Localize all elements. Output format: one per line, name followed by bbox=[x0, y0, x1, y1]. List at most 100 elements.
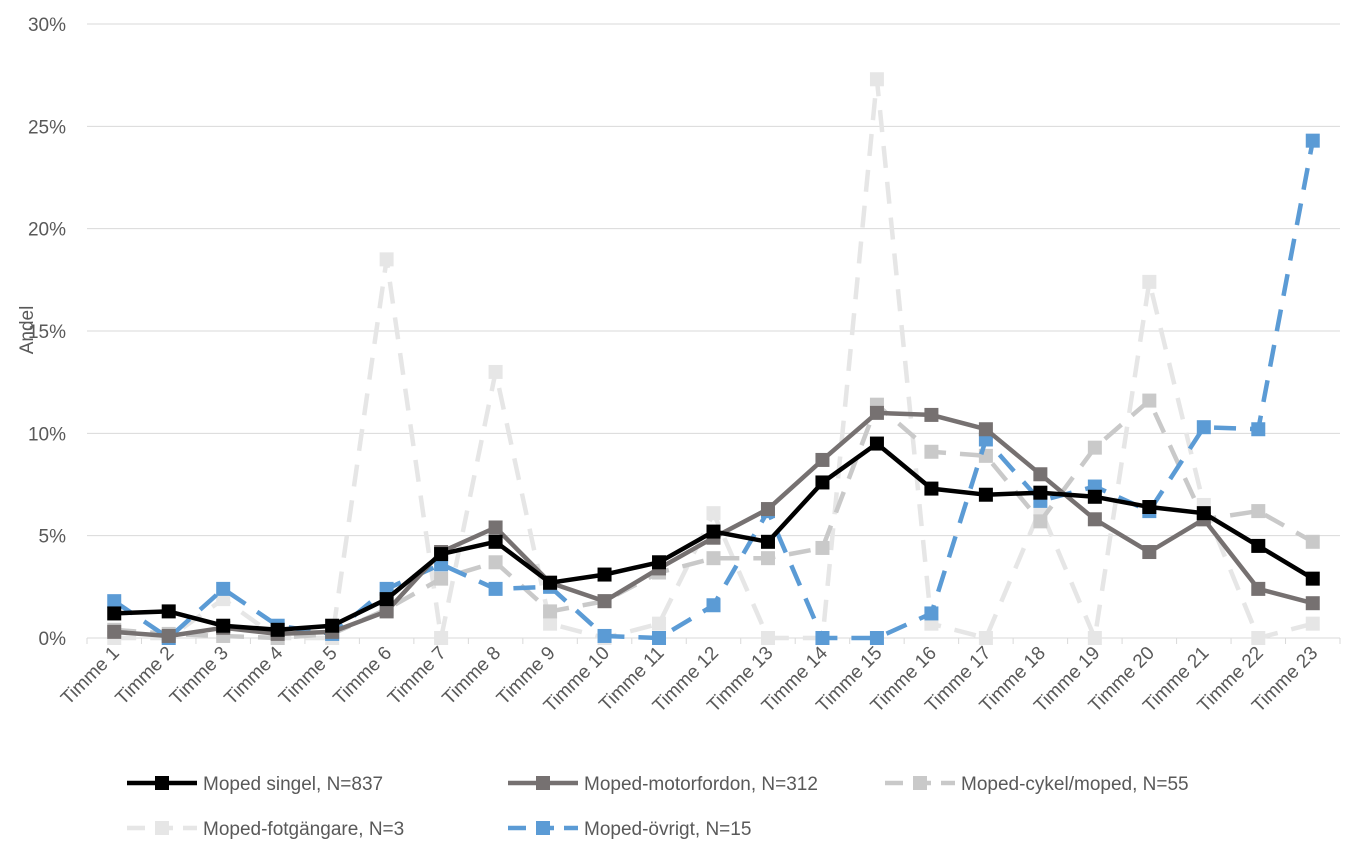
y-tick-label: 0% bbox=[39, 629, 67, 650]
data-point bbox=[1196, 420, 1211, 435]
data-point bbox=[706, 524, 721, 539]
y-axis-ticks: 0% 5% 10% 15% 20% 25% 30% bbox=[28, 15, 66, 650]
x-tick-label: Timme 7 bbox=[384, 643, 451, 710]
data-point bbox=[161, 628, 176, 643]
data-point bbox=[379, 592, 394, 607]
y-tick-label: 15% bbox=[28, 322, 66, 343]
data-point bbox=[107, 624, 122, 639]
series-0 bbox=[107, 436, 1320, 637]
data-point bbox=[815, 540, 830, 555]
series-line bbox=[114, 398, 1314, 641]
data-point bbox=[1087, 440, 1102, 455]
data-point bbox=[597, 567, 612, 582]
data-point bbox=[216, 581, 231, 596]
legend-label: Moped singel, N=837 bbox=[203, 774, 383, 795]
data-point bbox=[869, 436, 884, 451]
legend-label: Moped-motorfordon, N=312 bbox=[584, 774, 818, 795]
data-point bbox=[760, 551, 775, 566]
data-point bbox=[760, 502, 775, 517]
data-point bbox=[652, 631, 667, 645]
data-point bbox=[379, 252, 394, 267]
data-point bbox=[325, 618, 340, 633]
legend-item: Moped-cykel/moped, N=55 bbox=[885, 774, 1189, 795]
data-point bbox=[1142, 545, 1157, 560]
series-4 bbox=[107, 133, 1320, 645]
y-tick-label: 5% bbox=[39, 527, 67, 548]
data-point bbox=[924, 444, 939, 459]
data-point bbox=[924, 481, 939, 496]
y-tick-label: 20% bbox=[28, 220, 66, 241]
y-tick-label: 25% bbox=[28, 117, 66, 138]
data-point bbox=[488, 520, 503, 535]
x-tick-label: Timme 5 bbox=[275, 643, 342, 710]
data-point bbox=[1251, 538, 1266, 553]
data-point bbox=[1033, 485, 1048, 500]
data-point bbox=[1251, 422, 1266, 437]
x-tick-label: Timme 8 bbox=[439, 643, 506, 710]
y-tick-label: 30% bbox=[28, 15, 66, 36]
data-point bbox=[434, 631, 449, 645]
legend-label: Moped-fotgängare, N=3 bbox=[203, 819, 404, 840]
data-point bbox=[978, 487, 993, 502]
data-point bbox=[869, 72, 884, 87]
data-point bbox=[1142, 393, 1157, 408]
x-tick-label: Timme 4 bbox=[221, 642, 288, 709]
legend-swatch-marker bbox=[155, 821, 169, 835]
legend-item: Moped-motorfordon, N=312 bbox=[508, 774, 818, 795]
data-point bbox=[1251, 631, 1266, 645]
data-point bbox=[1305, 616, 1320, 631]
data-point bbox=[488, 534, 503, 549]
data-point bbox=[270, 622, 285, 637]
data-point bbox=[434, 547, 449, 562]
data-point bbox=[706, 506, 721, 521]
data-point bbox=[379, 604, 394, 619]
data-point bbox=[760, 534, 775, 549]
data-point bbox=[161, 604, 176, 619]
data-point bbox=[488, 364, 503, 379]
data-point bbox=[1033, 514, 1048, 529]
legend-swatch-marker bbox=[913, 776, 927, 790]
data-point bbox=[1142, 500, 1157, 515]
data-point bbox=[1305, 133, 1320, 148]
data-point bbox=[1087, 631, 1102, 645]
data-point bbox=[652, 555, 667, 570]
y-axis-label: Andel bbox=[17, 306, 38, 355]
data-point bbox=[216, 618, 231, 633]
legend-swatch-marker bbox=[155, 776, 169, 790]
data-point bbox=[1305, 571, 1320, 586]
x-tick-label: Timme 6 bbox=[330, 643, 397, 710]
legend-item: Moped-fotgängare, N=3 bbox=[127, 819, 404, 840]
data-point bbox=[543, 616, 558, 631]
data-point bbox=[978, 631, 993, 645]
data-point bbox=[488, 555, 503, 570]
data-point bbox=[543, 604, 558, 619]
data-point bbox=[1251, 581, 1266, 596]
data-point bbox=[652, 616, 667, 631]
data-point bbox=[815, 475, 830, 490]
data-point bbox=[1251, 504, 1266, 519]
legend-label: Moped-cykel/moped, N=55 bbox=[961, 774, 1189, 795]
data-point bbox=[107, 606, 122, 621]
data-point bbox=[1142, 274, 1157, 289]
data-point bbox=[1087, 512, 1102, 527]
legend-swatch-marker bbox=[536, 776, 550, 790]
y-tick-label: 10% bbox=[28, 424, 66, 445]
data-point bbox=[1305, 534, 1320, 549]
series-group bbox=[107, 72, 1320, 645]
data-point bbox=[924, 606, 939, 621]
data-point bbox=[488, 581, 503, 596]
data-point bbox=[760, 631, 775, 645]
legend-item: Moped-övrigt, N=15 bbox=[508, 819, 751, 840]
legend: Moped singel, N=837 Moped-motorfordon, N=… bbox=[127, 774, 1189, 840]
x-tick-label: Timme 3 bbox=[166, 643, 233, 710]
data-point bbox=[1305, 596, 1320, 611]
data-point bbox=[597, 628, 612, 643]
data-point bbox=[815, 452, 830, 467]
data-point bbox=[1033, 467, 1048, 482]
gridlines bbox=[87, 23, 1340, 537]
x-tick-label: Timme 1 bbox=[57, 643, 124, 710]
data-point bbox=[1196, 506, 1211, 521]
data-point bbox=[706, 598, 721, 613]
